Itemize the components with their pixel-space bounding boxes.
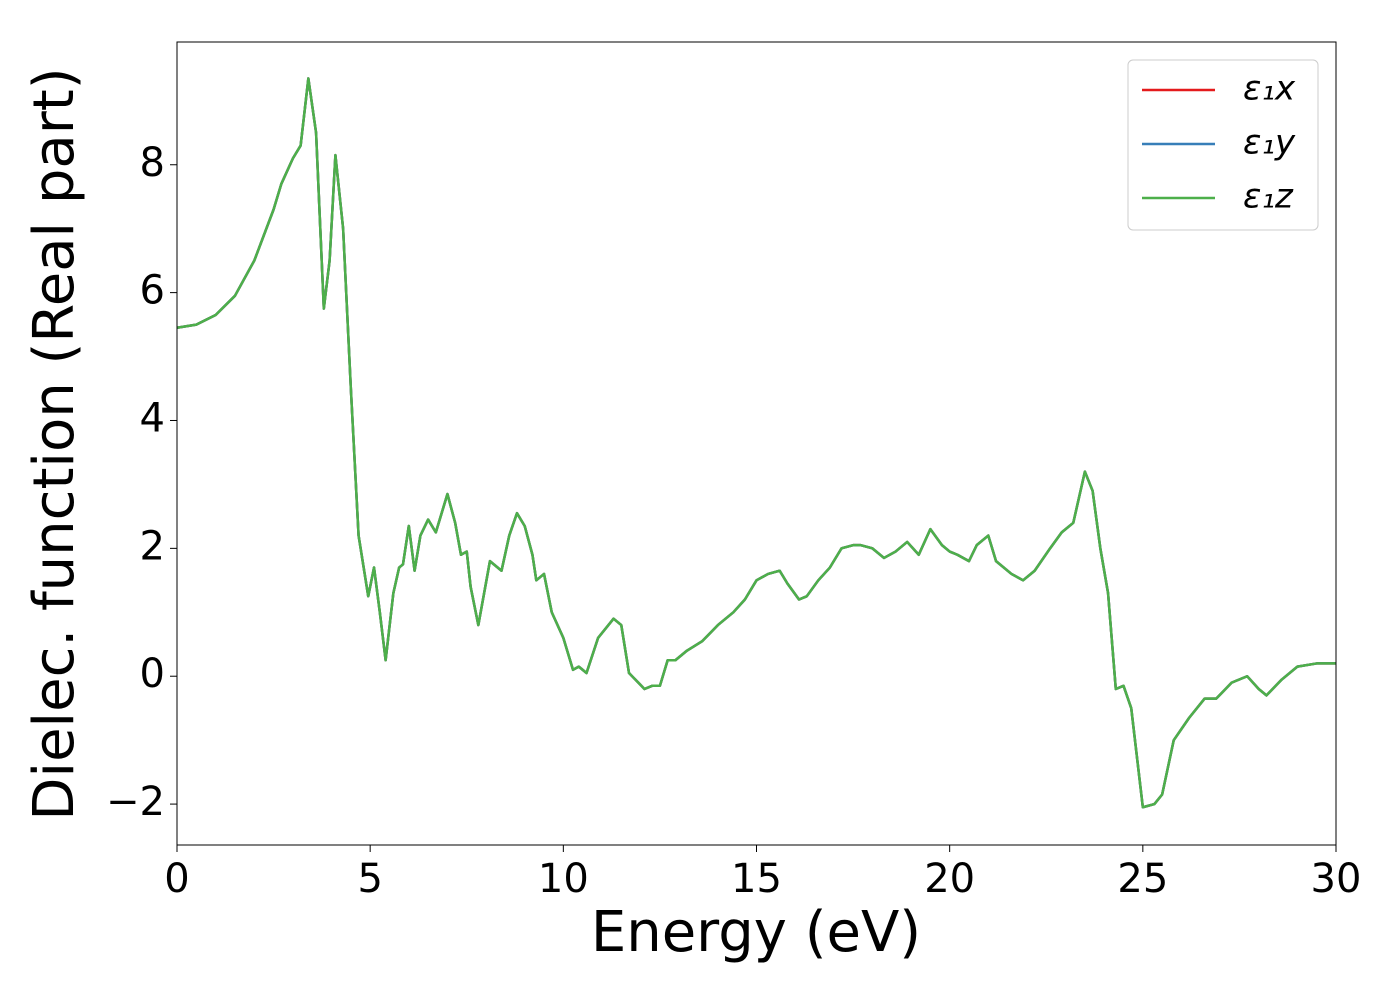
x-tick-label: 15 [731, 856, 782, 902]
y-tick-label: −2 [106, 779, 165, 825]
legend-label: ε₁z [1243, 177, 1294, 217]
x-tick-label: 5 [357, 856, 382, 902]
legend-label: ε₁x [1243, 69, 1296, 109]
legend-box [1127, 59, 1319, 231]
legend-label: ε₁y [1243, 123, 1296, 163]
y-tick-label: 6 [140, 268, 165, 314]
x-tick-label: 10 [538, 856, 589, 902]
x-tick-label: 25 [1117, 856, 1168, 902]
y-tick-label: 0 [140, 651, 165, 697]
x-tick-label: 20 [924, 856, 975, 902]
data-line [176, 77, 1336, 809]
x-tick-label: 0 [164, 856, 189, 902]
x-axis-label: Energy (eV) [591, 900, 921, 965]
y-axis-label: Dielec. function (Real part) [22, 67, 87, 820]
y-tick-label: 8 [140, 140, 165, 186]
plot-frame [176, 41, 1337, 846]
y-tick-label: 4 [140, 395, 165, 441]
y-tick-label: 2 [140, 523, 165, 569]
x-tick-label: 30 [1311, 856, 1362, 902]
